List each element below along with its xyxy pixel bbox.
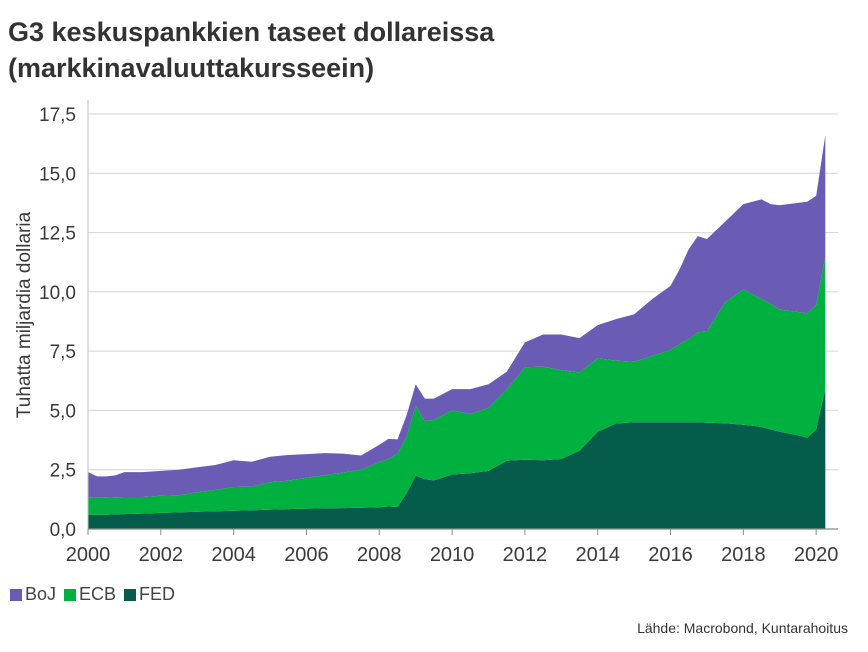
chart-title: G3 keskuspankkien taseet dollareissa (ma… bbox=[8, 14, 848, 86]
x-tick-label: 2012 bbox=[503, 544, 548, 566]
y-tick-label: 0,0 bbox=[50, 520, 76, 541]
legend-swatch bbox=[10, 588, 22, 601]
y-axis-label: Tuhatta miljardia dollaria bbox=[14, 211, 35, 418]
y-tick-label: 10,0 bbox=[39, 283, 76, 304]
area-fed bbox=[88, 389, 826, 529]
x-tick-label: 2010 bbox=[430, 544, 475, 566]
legend: BoJ ECB FED bbox=[10, 584, 175, 605]
legend-item-fed: FED bbox=[124, 584, 175, 605]
legend-swatch bbox=[124, 588, 137, 601]
x-tick-label: 2000 bbox=[66, 544, 111, 566]
area-boj bbox=[88, 135, 826, 498]
x-tick-label: 2016 bbox=[648, 544, 693, 566]
chart-title-line-2: (markkinavaluuttakursseein) bbox=[8, 53, 375, 83]
legend-swatch bbox=[64, 588, 77, 601]
legend-label: FED bbox=[139, 584, 176, 604]
x-tick-label: 2014 bbox=[575, 544, 620, 566]
legend-label: ECB bbox=[79, 584, 117, 604]
y-tick-label: 5,0 bbox=[50, 401, 76, 422]
x-tick-label: 2008 bbox=[357, 544, 402, 566]
y-tick-label: 7,5 bbox=[50, 342, 76, 363]
source-note: Lähde: Macrobond, Kuntarahoitus bbox=[637, 620, 848, 636]
y-tick-label: 2,5 bbox=[50, 461, 76, 482]
legend-label: BoJ bbox=[25, 584, 57, 604]
area-series bbox=[88, 135, 826, 529]
x-tick-label: 2002 bbox=[139, 544, 184, 566]
x-tick-label: 2018 bbox=[721, 544, 766, 566]
legend-item-boj: BoJ bbox=[10, 584, 56, 605]
legend-item-ecb: ECB bbox=[64, 584, 116, 605]
y-tick-label: 15,0 bbox=[39, 164, 76, 185]
x-tick-label: 2006 bbox=[284, 544, 329, 566]
y-tick-label: 17,5 bbox=[39, 105, 76, 126]
axes: 0,0 2,5 5,0 7,5 10,0 12,5 15,0 17,5 2000 2002 2004… bbox=[39, 100, 838, 566]
x-tick-label: 2020 bbox=[794, 544, 839, 566]
chart-title-line-1: G3 keskuspankkien taseet dollareissa bbox=[8, 17, 495, 47]
y-tick-label: 12,5 bbox=[39, 224, 76, 245]
area-ecb bbox=[88, 256, 826, 515]
x-tick-label: 2004 bbox=[211, 544, 256, 566]
